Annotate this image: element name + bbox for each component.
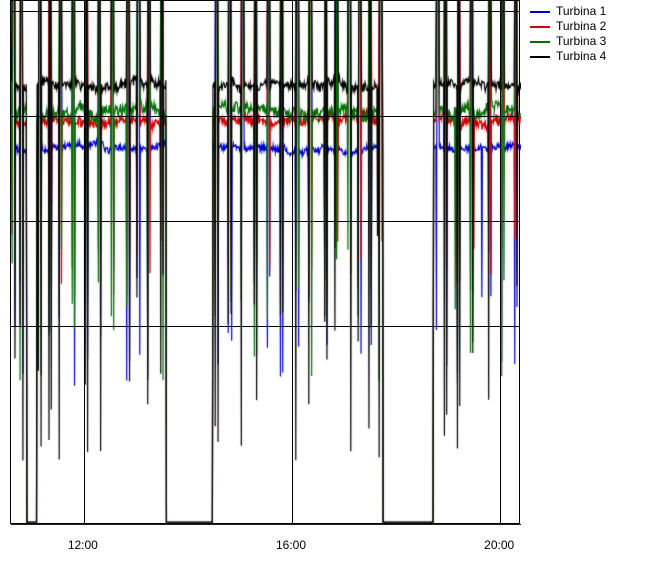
legend-label: Turbina 1 [556, 4, 606, 19]
gridline-horizontal [11, 221, 519, 222]
legend-item: Turbina 2 [530, 19, 606, 34]
chart-container: { "chart": { "type": "line", "width_px":… [0, 0, 651, 569]
gridline-horizontal [11, 326, 519, 327]
legend-swatch [530, 56, 550, 58]
plot-area [10, 0, 520, 524]
gridline-vertical [84, 1, 85, 523]
legend-item: Turbina 3 [530, 34, 606, 49]
series-canvas [11, 1, 521, 525]
legend-swatch [530, 11, 550, 13]
legend: Turbina 1Turbina 2Turbina 3Turbina 4 [530, 4, 606, 64]
gridline-vertical [292, 1, 293, 523]
x-tick-label: 12:00 [68, 538, 98, 552]
legend-swatch [530, 41, 550, 43]
gridline-horizontal [11, 11, 519, 12]
legend-item: Turbina 4 [530, 49, 606, 64]
x-tick-label: 16:00 [276, 538, 306, 552]
legend-item: Turbina 1 [530, 4, 606, 19]
legend-swatch [530, 26, 550, 28]
gridline-horizontal [11, 116, 519, 117]
legend-label: Turbina 2 [556, 19, 606, 34]
gridline-vertical [500, 1, 501, 523]
x-tick-label: 20:00 [484, 538, 514, 552]
legend-label: Turbina 4 [556, 49, 606, 64]
legend-label: Turbina 3 [556, 34, 606, 49]
